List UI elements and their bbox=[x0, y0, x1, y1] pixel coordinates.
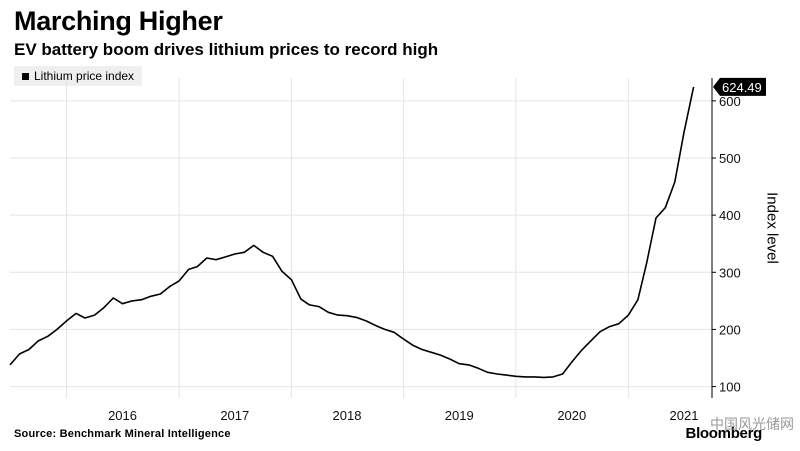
bloomberg-logo: Bloomberg bbox=[685, 425, 763, 442]
y-tick-label: 600 bbox=[719, 94, 741, 109]
legend: Lithium price index bbox=[14, 66, 143, 86]
x-tick-label: 2018 bbox=[333, 408, 362, 423]
source-note: Source: Benchmark Mineral Intelligence bbox=[14, 428, 231, 440]
legend-swatch-icon bbox=[22, 72, 29, 80]
x-tick-label: 2020 bbox=[557, 408, 586, 423]
x-tick-label: 2016 bbox=[108, 408, 137, 423]
y-tick-label: 200 bbox=[719, 322, 741, 337]
watermark: 中国风光储网 bbox=[710, 417, 794, 433]
last-value-tag bbox=[713, 77, 766, 96]
y-axis-label: Index level bbox=[763, 192, 781, 264]
x-tick-label: 2017 bbox=[220, 408, 249, 423]
chart-title: Marching Higher bbox=[14, 6, 223, 36]
y-tick-label: 300 bbox=[719, 265, 741, 280]
x-tick-label: 2021 bbox=[670, 408, 699, 423]
legend-label: Lithium price index bbox=[34, 69, 135, 83]
y-tick-label: 100 bbox=[719, 380, 741, 395]
series-line bbox=[9, 86, 695, 379]
y-tick-label: 400 bbox=[719, 208, 741, 223]
chart-subtitle: EV battery boom drives lithium prices to… bbox=[14, 40, 439, 59]
x-tick-label: 2019 bbox=[445, 408, 474, 423]
last-value-label: 624.49 bbox=[722, 80, 762, 95]
y-tick-label: 500 bbox=[719, 151, 741, 166]
